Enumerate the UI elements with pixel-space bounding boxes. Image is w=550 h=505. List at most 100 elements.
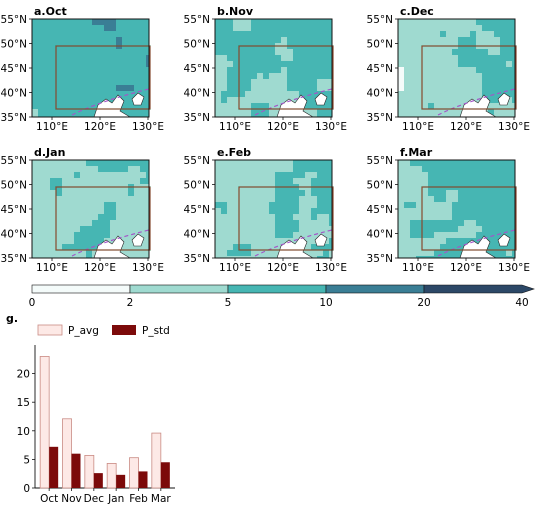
field-cell [476, 202, 483, 209]
field-cell [287, 178, 294, 185]
field-cell [227, 172, 234, 179]
field-cell [227, 109, 234, 116]
field-cell [239, 31, 246, 38]
field-cell [68, 31, 75, 38]
field-cell [68, 196, 75, 203]
field-cell [32, 178, 39, 185]
field-cell [110, 214, 117, 221]
field-cell [239, 103, 246, 110]
lon-tick-label: 120°E [267, 121, 299, 133]
lat-tick-label: 35°N [367, 112, 393, 124]
field-cell [323, 103, 330, 110]
field-cell [146, 250, 149, 257]
field-cell [221, 256, 228, 258]
field-cell [263, 244, 270, 251]
field-cell [422, 19, 429, 26]
field-cell [257, 232, 264, 239]
field-cell [512, 37, 515, 44]
field-cell [68, 238, 75, 245]
field-cell [500, 79, 507, 86]
field-cell [329, 178, 332, 185]
field-cell [512, 97, 515, 104]
field-cell [62, 61, 69, 68]
field-cell [80, 103, 87, 110]
field-cell [440, 196, 447, 203]
field-cell [323, 73, 330, 80]
field-cell [488, 55, 495, 62]
field-cell [305, 244, 312, 251]
field-cell [221, 115, 228, 117]
field-cell [92, 55, 99, 62]
field-cell [32, 184, 39, 191]
field-cell [512, 244, 515, 251]
field-cell [263, 103, 270, 110]
field-cell [74, 196, 81, 203]
field-cell [428, 244, 435, 251]
field-cell [281, 166, 288, 173]
field-cell [227, 244, 234, 251]
field-cell [299, 61, 306, 68]
field-cell [32, 43, 39, 50]
field-cell [470, 172, 477, 179]
field-cell [293, 31, 300, 38]
field-cell [512, 220, 515, 227]
field-cell [500, 256, 507, 258]
field-cell [470, 232, 477, 239]
y-tick-label: 20 [17, 369, 30, 381]
field-cell [68, 220, 75, 227]
field-cell [287, 19, 294, 26]
field-cell [32, 97, 39, 104]
lon-tick-label: 120°E [267, 262, 299, 274]
field-cell [428, 256, 435, 258]
field-cell [263, 37, 270, 44]
field-cell [476, 91, 483, 98]
field-cell [506, 220, 513, 227]
field-cell [299, 85, 306, 92]
field-cell [68, 160, 75, 167]
field-cell [140, 196, 147, 203]
field-cell [275, 109, 282, 116]
field-cell [494, 208, 501, 215]
field-cell [476, 232, 483, 239]
field-cell [470, 226, 477, 233]
field-cell [494, 115, 501, 117]
lon-tick-label: 120°E [450, 121, 482, 133]
field-cell [50, 115, 57, 117]
field-cell [38, 232, 45, 239]
field-cell [404, 256, 411, 258]
lat-tick-label: 55°N [184, 155, 210, 167]
field-cell [92, 196, 99, 203]
field-cell [257, 250, 264, 257]
field-cell [233, 37, 240, 44]
field-cell [62, 85, 69, 92]
field-cell [233, 109, 240, 116]
field-cell [329, 202, 332, 209]
field-cell [92, 109, 99, 116]
field-cell [74, 115, 81, 117]
field-cell [233, 202, 240, 209]
field-cell [263, 226, 270, 233]
field-cell [311, 202, 318, 209]
field-cell [440, 97, 447, 104]
field-cell [416, 37, 423, 44]
field-cell [227, 190, 234, 197]
region-box-red [421, 45, 517, 110]
field-cell [56, 109, 63, 116]
field-cell [62, 244, 69, 251]
field-cell [428, 19, 435, 26]
field-cell [263, 79, 270, 86]
field-cell [62, 250, 69, 257]
field-cell [215, 49, 222, 56]
field-cell [239, 196, 246, 203]
field-cell [257, 109, 264, 116]
field-cell [50, 109, 57, 116]
field-cell [74, 109, 81, 116]
field-cell [500, 55, 507, 62]
field-cell [305, 160, 312, 167]
field-cell [92, 37, 99, 44]
field-cell [506, 103, 513, 110]
field-cell [227, 31, 234, 38]
field-cell [146, 214, 149, 221]
field-cell [233, 85, 240, 92]
field-cell [245, 166, 252, 173]
